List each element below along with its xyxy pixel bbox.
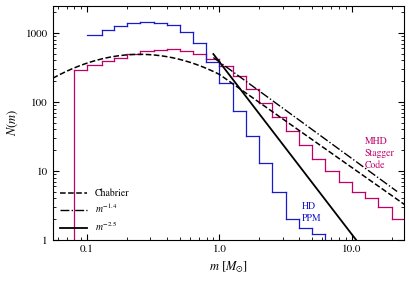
$m^{-1.4}$ — [377, 177, 382, 181]
$m^{-1.4}$ — [394, 190, 399, 193]
Line: Chabrier: Chabrier — [53, 54, 403, 205]
Text: HD
PPM: HD PPM — [301, 201, 321, 223]
Chabrier — [141, 53, 146, 56]
Chabrier — [137, 53, 142, 56]
$m^{-2.5}$ — [211, 53, 216, 56]
$m^{-1.4}$ — [319, 135, 324, 139]
$m^{-2.5}$ — [210, 52, 215, 56]
$m^{-1.4}$ — [323, 138, 328, 141]
Y-axis label: $N(m)$: $N(m)$ — [6, 109, 20, 136]
$m^{-2.5}$ — [306, 178, 311, 181]
$m^{-1.4}$ — [365, 169, 370, 172]
$m^{-2.5}$ — [346, 230, 351, 233]
$m^{-2.5}$ — [306, 177, 311, 180]
Chabrier — [209, 69, 214, 73]
Chabrier — [50, 77, 55, 80]
$m^{-1.4}$ — [319, 136, 324, 139]
Chabrier — [401, 203, 406, 206]
Chabrier — [258, 102, 263, 105]
X-axis label: $m\ [M_{\odot}]$: $m\ [M_{\odot}]$ — [209, 260, 247, 275]
$m^{-1.4}$ — [211, 56, 216, 60]
$m^{-2.5}$ — [372, 263, 377, 266]
Legend: Chabrier, $m^{-1.4}$, $m^{-2.5}$: Chabrier, $m^{-1.4}$, $m^{-2.5}$ — [57, 186, 131, 235]
Line: $m^{-1.4}$: $m^{-1.4}$ — [213, 58, 396, 191]
$m^{-1.4}$ — [210, 56, 215, 59]
$m^{-2.5}$ — [309, 181, 314, 185]
Line: $m^{-2.5}$: $m^{-2.5}$ — [213, 54, 374, 265]
Chabrier — [315, 142, 320, 146]
Text: MHD
Stagger
Code: MHD Stagger Code — [364, 137, 393, 170]
Chabrier — [285, 121, 290, 124]
Chabrier — [112, 55, 117, 58]
$m^{-2.5}$ — [357, 243, 362, 247]
